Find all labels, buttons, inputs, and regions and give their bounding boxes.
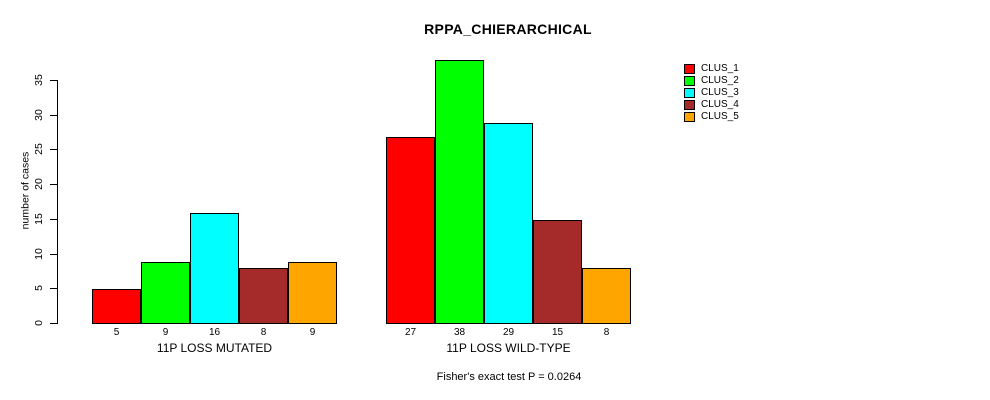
bar-value-label: 9 — [162, 327, 169, 338]
bar-CLUS_2 — [141, 261, 190, 324]
bar-value-label: 15 — [551, 327, 564, 338]
legend-row: CLUS_2 — [684, 75, 739, 87]
y-tick-mark — [50, 323, 57, 324]
y-tick-label: 20 — [33, 178, 45, 190]
bar-CLUS_5 — [288, 261, 337, 324]
legend-label: CLUS_2 — [701, 75, 739, 86]
y-axis-line — [57, 80, 58, 324]
legend-row: CLUS_4 — [684, 99, 739, 111]
y-tick-mark — [50, 184, 57, 186]
chart-title: RPPA_CHIERARCHICAL — [424, 21, 592, 37]
legend-swatch-icon — [684, 112, 695, 122]
bar-value-label: 29 — [502, 327, 515, 338]
y-tick-mark — [50, 288, 57, 290]
bar-CLUS_2 — [435, 60, 484, 324]
bar-CLUS_3 — [190, 212, 239, 324]
bar-value-label: 8 — [603, 327, 610, 338]
y-tick-mark — [50, 149, 57, 151]
bar-value-label: 5 — [113, 327, 120, 338]
legend-label: CLUS_5 — [701, 111, 739, 122]
legend-swatch-icon — [684, 88, 695, 98]
bar-value-label: 16 — [208, 327, 221, 338]
y-tick-label: 15 — [33, 213, 45, 225]
bar-CLUS_4 — [239, 268, 288, 324]
y-tick-mark — [50, 114, 57, 116]
y-tick-label: 5 — [33, 285, 45, 292]
legend-swatch-icon — [684, 100, 695, 110]
bar-CLUS_5 — [582, 268, 631, 324]
bar-value-label: 27 — [404, 327, 417, 338]
legend-row: CLUS_3 — [684, 87, 739, 99]
bar-value-label: 9 — [309, 327, 316, 338]
y-tick-label: 30 — [33, 108, 45, 121]
legend-swatch-icon — [684, 64, 695, 74]
y-tick-label: 35 — [33, 74, 45, 86]
y-tick-label: 0 — [33, 320, 45, 326]
legend-row: CLUS_1 — [684, 63, 739, 75]
y-tick-mark — [50, 253, 57, 255]
bar-CLUS_4 — [533, 219, 582, 324]
legend-label: CLUS_3 — [701, 87, 739, 98]
x-category-label: 11P LOSS WILD-TYPE — [446, 341, 571, 355]
legend-label: CLUS_4 — [701, 99, 739, 110]
y-tick-mark — [50, 218, 57, 220]
y-tick-label: 10 — [33, 247, 45, 260]
legend-label: CLUS_1 — [701, 63, 739, 74]
y-tick-mark — [50, 80, 57, 81]
legend-row: CLUS_5 — [684, 111, 739, 123]
y-tick-label: 25 — [33, 143, 45, 156]
bar-CLUS_3 — [484, 122, 533, 324]
y-axis-title: number of cases — [19, 151, 32, 230]
bar-CLUS_1 — [386, 136, 435, 324]
bar-CLUS_1 — [92, 289, 141, 324]
bar-value-label: 38 — [453, 327, 466, 338]
x-category-label: 11P LOSS MUTATED — [156, 341, 273, 355]
bar-value-label: 8 — [260, 327, 267, 338]
annotation-text: Fisher's exact test P = 0.0264 — [436, 371, 582, 383]
legend-swatch-icon — [684, 76, 695, 86]
